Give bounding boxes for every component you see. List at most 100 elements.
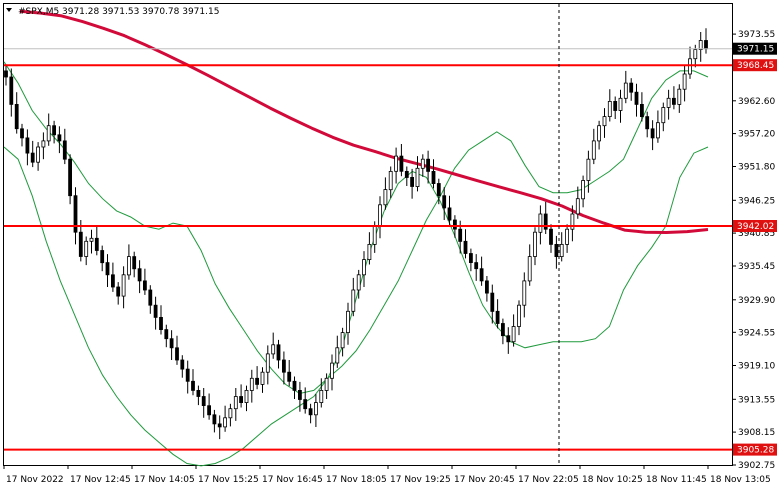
candle-body (640, 104, 644, 118)
level-price-label: 3968.45 (737, 61, 774, 71)
y-tick-label: 3951.80 (738, 163, 775, 173)
y-tick-label: 3946.25 (738, 196, 775, 206)
candle-body (511, 326, 516, 343)
chart-header: #SPX,M5 3971.28 3971.53 3970.78 3971.15 (6, 7, 219, 17)
candle (233, 388, 238, 421)
candle-body (14, 104, 19, 130)
candle (330, 354, 334, 391)
candle (490, 284, 495, 324)
candle (394, 147, 399, 184)
candle (30, 140, 35, 168)
candle-body (127, 256, 131, 276)
candle-body (78, 231, 83, 257)
level-price-label: 3942.02 (737, 222, 774, 232)
candle-body (479, 268, 484, 282)
candle-body (191, 380, 195, 391)
candle-body (394, 155, 399, 172)
candle-body (175, 347, 179, 361)
candle (46, 113, 51, 146)
candle (607, 89, 612, 122)
candle-body (575, 198, 580, 215)
candle (36, 142, 40, 171)
candle (340, 327, 345, 357)
candle-body (271, 344, 276, 355)
x-tick-label: 17 Nov 20:45 (454, 475, 515, 485)
candle-body (410, 176, 415, 187)
candle-body (549, 228, 553, 245)
candle-body (645, 116, 650, 130)
candle (111, 262, 115, 292)
y-tick-label: 3957.20 (738, 130, 775, 140)
candle (153, 296, 158, 330)
candle-body (313, 402, 318, 416)
candle (89, 229, 94, 254)
candle (346, 302, 350, 345)
candle (212, 409, 217, 433)
candle-body (367, 243, 372, 260)
candle-body (73, 195, 78, 233)
candle-body (4, 70, 8, 78)
candle (474, 254, 479, 281)
candle-body (62, 140, 67, 160)
candle-body (319, 389, 324, 403)
y-tick-label: 3973.55 (738, 30, 775, 40)
candle-body (495, 310, 500, 324)
candle (185, 360, 190, 394)
candle-body (565, 228, 569, 245)
candle-body (693, 49, 698, 60)
candle-body (94, 237, 99, 251)
candle-body (607, 101, 612, 118)
candle-body (100, 250, 105, 264)
candle-body (105, 262, 110, 276)
time-axis: 17 Nov 2022 17 Nov 12:45 17 Nov 14:05 17 No… (3, 465, 771, 485)
level-price-label-box (733, 443, 777, 456)
candle-body (463, 240, 468, 254)
candle (538, 205, 543, 245)
y-tick-label: 3935.45 (738, 262, 775, 272)
candle-body (698, 40, 703, 51)
candle-body (474, 262, 479, 270)
horizontal-levels[interactable] (4, 48, 732, 451)
candle-body (506, 335, 511, 343)
dropdown-triangle-icon[interactable] (6, 8, 12, 12)
candle-body (613, 101, 618, 111)
x-tick-label: 17 Nov 22:05 (518, 475, 579, 485)
candle-body (346, 310, 350, 333)
candle-body (159, 316, 163, 330)
candle-body (581, 180, 585, 200)
candle-body (239, 396, 244, 403)
candle-body (484, 280, 489, 294)
candle (554, 235, 559, 269)
candle-body (249, 377, 254, 391)
candle (239, 384, 244, 408)
candle (634, 83, 639, 117)
candle-body (303, 399, 308, 410)
candle-body (399, 155, 404, 172)
candle (426, 150, 431, 184)
candle (100, 245, 105, 272)
candle (159, 305, 163, 335)
candle-body (383, 189, 388, 206)
candle (527, 244, 532, 286)
candle (292, 376, 297, 399)
candle-body (661, 107, 666, 124)
candle (629, 78, 634, 101)
candle-body (538, 213, 543, 233)
candle-body (362, 259, 366, 276)
candle-body (543, 213, 548, 230)
candle (383, 177, 388, 210)
candle (420, 154, 425, 177)
candle (57, 126, 62, 154)
candle-body (281, 359, 286, 373)
candle (84, 236, 89, 266)
candle-body (527, 256, 532, 282)
candle (94, 226, 99, 256)
candle-body (335, 347, 340, 364)
candle-body (340, 332, 345, 349)
candle-body (132, 256, 137, 270)
candle-body (682, 73, 687, 90)
candle (511, 314, 516, 347)
candle-body (68, 158, 72, 197)
